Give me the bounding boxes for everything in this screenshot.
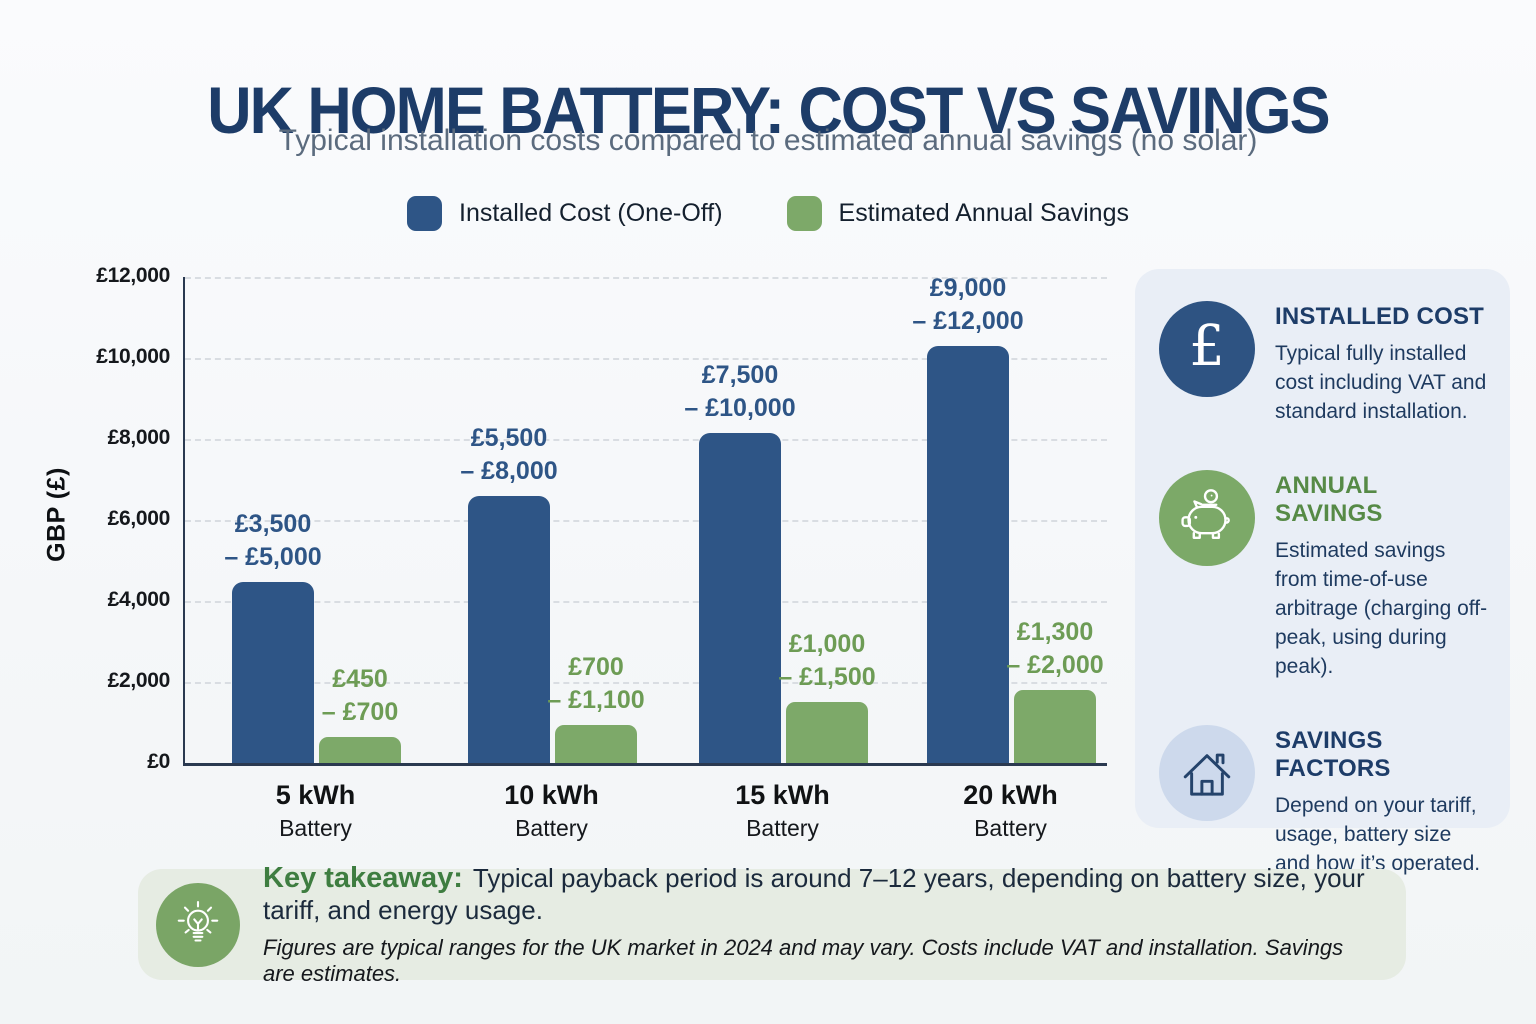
savings-swatch-icon xyxy=(786,196,822,231)
savings-range-label: £700– £1,100 xyxy=(547,652,645,714)
savings-bar xyxy=(555,724,637,763)
info-sidebar: £ INSTALLED COST Typical fully installed… xyxy=(1135,269,1510,875)
category-label: 20 kWh Battery xyxy=(963,780,1058,841)
sidebar-item-savings-factors: SAVINGS FACTORS Depend on your tariff, u… xyxy=(1159,725,1488,878)
takeaway-label: Key takeaway: xyxy=(263,862,463,894)
sidebar-item-title: SAVINGS FACTORS xyxy=(1275,727,1391,782)
cost-range-label: £3,500– £5,000 xyxy=(224,509,322,571)
y-axis-ticks: £12,000 £10,000 £8,000 £6,000 £4,000 £2,000 £0 xyxy=(60,264,171,773)
savings-range-label: £1,000– £1,500 xyxy=(778,630,876,692)
cost-range-label: £5,500– £8,000 xyxy=(460,423,558,485)
grid-line xyxy=(185,277,1107,279)
piggy-bank-icon xyxy=(1159,470,1255,566)
bar-chart-plot-area: £3,500– £5,000 £450– £700 £5,500– £8,000 £7… xyxy=(183,274,1107,766)
category-label: 10 kWh Battery xyxy=(504,780,599,841)
y-tick-label: £6,000 xyxy=(107,507,171,530)
cost-bar xyxy=(468,495,550,763)
cost-bar xyxy=(232,581,314,763)
legend-label: Estimated Annual Savings xyxy=(838,199,1129,227)
house-icon xyxy=(1159,725,1255,821)
x-axis-labels: 5 kWh Battery 10 kWh Battery 15 kWh Battery 20… xyxy=(183,780,1105,850)
sidebar-item-body: Estimated savings from time-of-use arbit… xyxy=(1275,539,1488,678)
grid-line xyxy=(185,520,1107,522)
savings-bar xyxy=(786,702,868,763)
savings-bar xyxy=(319,736,401,763)
category-label: 5 kWh Battery xyxy=(275,780,356,841)
page-title: UK HOME BATTERY: COST VS SAVINGS xyxy=(207,73,1330,148)
sidebar-item-title: ANNUAL SAVINGS xyxy=(1275,472,1383,527)
legend-label: Installed Cost (One-Off) xyxy=(459,199,723,227)
lightbulb-icon xyxy=(156,882,240,967)
y-tick-label: £2,000 xyxy=(107,669,171,692)
category-label: 15 kWh Battery xyxy=(735,780,830,841)
takeaway-footnote: Figures are typical ranges for the UK ma… xyxy=(263,935,1344,986)
y-tick-label: £4,000 xyxy=(107,588,171,611)
cost-range-label: £7,500– £10,000 xyxy=(684,360,796,422)
chart-legend: Installed Cost (One-Off) Estimated Annua… xyxy=(0,196,1536,231)
grid-line xyxy=(185,682,1107,684)
grid-line xyxy=(185,439,1107,441)
grid-line xyxy=(185,358,1107,360)
sidebar-item-title: INSTALLED COST xyxy=(1275,303,1485,330)
cost-bar xyxy=(699,432,781,763)
savings-bar xyxy=(1014,690,1096,763)
takeaway-text: Key takeaway: Typical payback period is a… xyxy=(263,862,1365,925)
pound-sterling-icon: £ xyxy=(1159,301,1255,397)
sidebar-item-installed-cost: £ INSTALLED COST Typical fully installed… xyxy=(1159,301,1488,426)
y-tick-label: £10,000 xyxy=(96,345,170,368)
savings-range-label: £1,300– £2,000 xyxy=(1006,618,1104,680)
y-tick-label: £0 xyxy=(147,750,170,773)
page-subtitle: Typical installation costs compared to e… xyxy=(278,124,1258,157)
legend-item-installed-cost: Installed Cost (One-Off) xyxy=(407,196,723,231)
savings-range-label: £450– £700 xyxy=(321,664,399,726)
cost-range-label: £9,000– £12,000 xyxy=(912,273,1024,335)
y-tick-label: £12,000 xyxy=(96,264,170,287)
grid-line xyxy=(185,601,1107,603)
sidebar-item-body: Typical fully installed cost including V… xyxy=(1275,342,1487,423)
cost-bar xyxy=(927,345,1009,763)
sidebar-item-annual-savings: ANNUAL SAVINGS Estimated savings from ti… xyxy=(1159,470,1488,681)
y-tick-label: £8,000 xyxy=(107,426,171,449)
legend-item-annual-savings: Estimated Annual Savings xyxy=(786,196,1129,231)
cost-swatch-icon xyxy=(407,196,442,231)
key-takeaway-banner: Key takeaway: Typical payback period is a… xyxy=(138,862,1406,986)
